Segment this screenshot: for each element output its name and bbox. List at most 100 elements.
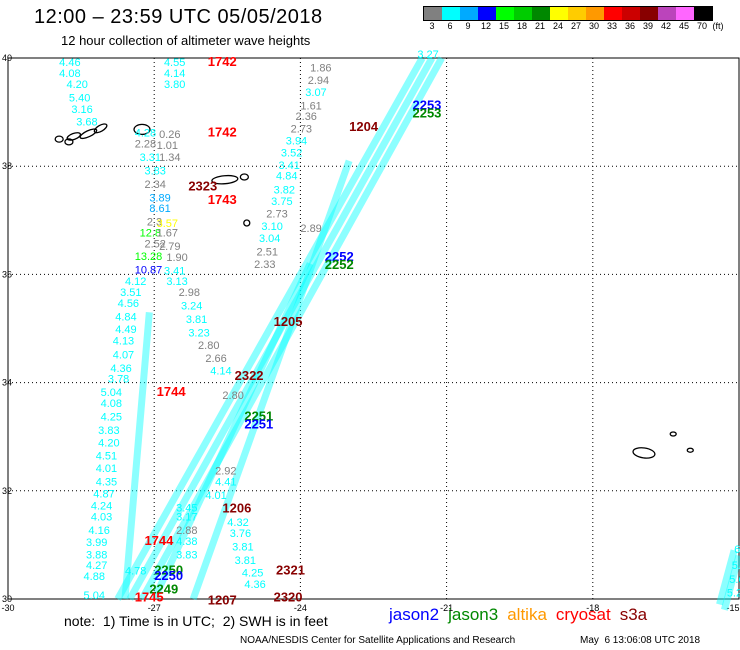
color-scale-label: 30 xyxy=(588,21,599,31)
island-outline xyxy=(211,174,239,185)
map-title: 12:00 – 23:59 UTC 05/05/2018 xyxy=(34,6,323,28)
wave-height-values: 4.464.084.205.403.163.684.554.143.804.28… xyxy=(59,49,740,602)
pass-time-label: 2323 xyxy=(188,179,217,194)
map-subtitle: 12 hour collection of altimeter wave hei… xyxy=(61,33,311,48)
swh-value: 3.45 xyxy=(176,502,197,514)
swh-value: 3.75 xyxy=(271,196,292,208)
pass-time-label: 2249 xyxy=(149,582,178,597)
swh-value: 4.38 xyxy=(176,536,197,548)
ground-track xyxy=(189,159,353,601)
swh-value: 3.17 xyxy=(176,512,197,524)
latitude-label: 30 xyxy=(2,594,12,604)
pass-time-label: 2253 xyxy=(412,106,441,121)
swh-value: 1.67 xyxy=(157,228,178,240)
swh-value: 3.04 xyxy=(259,233,280,245)
swh-value: 2.28 xyxy=(135,138,156,150)
pass-time-label: 2253 xyxy=(412,97,441,112)
color-scale-label: 12 xyxy=(480,21,491,31)
swh-value: 4.87 xyxy=(93,488,114,500)
swh-value: 3.89 xyxy=(149,192,170,204)
units-note: note: 1) Time is in UTC; 2) SWH is in fe… xyxy=(64,613,328,629)
color-scale-swatch xyxy=(604,7,622,20)
color-scale-swatch xyxy=(532,7,550,20)
swh-value: 4.07 xyxy=(113,349,134,361)
pass-time-label: 2251 xyxy=(244,417,273,432)
pass-time-label: 1204 xyxy=(349,119,379,134)
swh-value: 3.81 xyxy=(235,555,256,567)
ground-track xyxy=(151,262,314,601)
swh-value: 5.04 xyxy=(101,387,122,399)
color-scale-label: 18 xyxy=(516,21,527,31)
island-outline xyxy=(133,123,151,136)
swh-value: 3.81 xyxy=(232,541,253,553)
swh-value: 3.81 xyxy=(186,314,207,326)
pass-time-label: 1744 xyxy=(144,533,174,548)
legend-entry-jason2: jason2 xyxy=(389,605,440,624)
swh-value: 2.80 xyxy=(198,340,219,352)
swh-value: 3.31 xyxy=(140,152,161,164)
swh-value: 2.34 xyxy=(144,179,165,191)
swh-value: 2.88 xyxy=(176,525,197,537)
ground-track xyxy=(126,56,436,601)
color-scale-label: 6 xyxy=(447,21,453,31)
swh-value: 3.57 xyxy=(157,218,178,230)
color-scale-label: 33 xyxy=(606,21,617,31)
swh-value: 4.41 xyxy=(215,476,236,488)
swh-value: 4.20 xyxy=(66,79,87,91)
pass-time-label: 1743 xyxy=(208,192,237,207)
swh-value: 12.8 xyxy=(140,228,161,240)
color-scale-label: 39 xyxy=(642,21,653,31)
color-scale-swatch xyxy=(694,7,712,20)
island-outline xyxy=(239,173,250,181)
swh-value: 4.25 xyxy=(242,567,263,579)
island-outline xyxy=(64,138,74,146)
island-outline xyxy=(686,447,694,453)
swh-value: 3.23 xyxy=(188,328,209,340)
pass-time-label: 2321 xyxy=(276,563,305,578)
swh-value: 3.78 xyxy=(108,374,129,386)
swh-value: 2.52 xyxy=(144,238,165,250)
swh-value: 4.13 xyxy=(113,336,134,348)
swh-value: 3.52 xyxy=(281,147,302,159)
swh-value: 1.86 xyxy=(310,63,331,75)
swh-value: 4.88 xyxy=(84,571,105,583)
longitude-label: -24 xyxy=(294,603,307,613)
swh-value: 4.14 xyxy=(164,68,185,80)
latitude-label: 32 xyxy=(2,486,12,496)
color-scale-label: 21 xyxy=(534,21,545,31)
swh-value: 5.04 xyxy=(84,590,105,602)
swh-value: 2.33 xyxy=(254,259,275,271)
pass-time-label: 1745 xyxy=(135,590,164,605)
ground-track xyxy=(721,554,740,611)
swh-value: 2.89 xyxy=(300,223,321,235)
swh-value: 3.10 xyxy=(261,221,282,233)
swh-value: 2.92 xyxy=(215,466,236,478)
island-outline xyxy=(669,431,677,437)
latitude-label: 38 xyxy=(2,161,12,171)
color-scale-label: 45 xyxy=(678,21,689,31)
swh-value: 4.49 xyxy=(115,324,136,336)
swh-value: 2.36 xyxy=(296,111,317,123)
swh-value: 4.25 xyxy=(101,411,122,423)
color-scale-swatch xyxy=(460,7,478,20)
generation-timestamp: May 6 13:06:08 UTC 2018 xyxy=(580,635,701,646)
swh-value: 3.16 xyxy=(71,104,92,116)
color-scale-label: 42 xyxy=(660,21,671,31)
color-scale-swatch xyxy=(622,7,640,20)
swh-value: 3.13 xyxy=(166,276,187,288)
pass-time-label: 1742 xyxy=(208,124,237,139)
island-outline xyxy=(632,447,656,459)
swh-value: 4.46 xyxy=(59,57,80,69)
swh-value: 4.20 xyxy=(98,437,119,449)
swh-value: 4.16 xyxy=(88,525,109,537)
pass-time-label: 1207 xyxy=(208,592,237,607)
axis-labels: 40 38 36 34 32 30-30 -27 -24 -21 -18 -15 xyxy=(1,53,739,613)
swh-value: 2.3 xyxy=(147,217,162,229)
color-scale-swatch xyxy=(676,7,694,20)
swh-value: 8.61 xyxy=(149,203,170,215)
legend-entry-altika: altika xyxy=(507,605,547,624)
swh-value: 3.76 xyxy=(230,528,251,540)
island-outline xyxy=(54,135,64,143)
